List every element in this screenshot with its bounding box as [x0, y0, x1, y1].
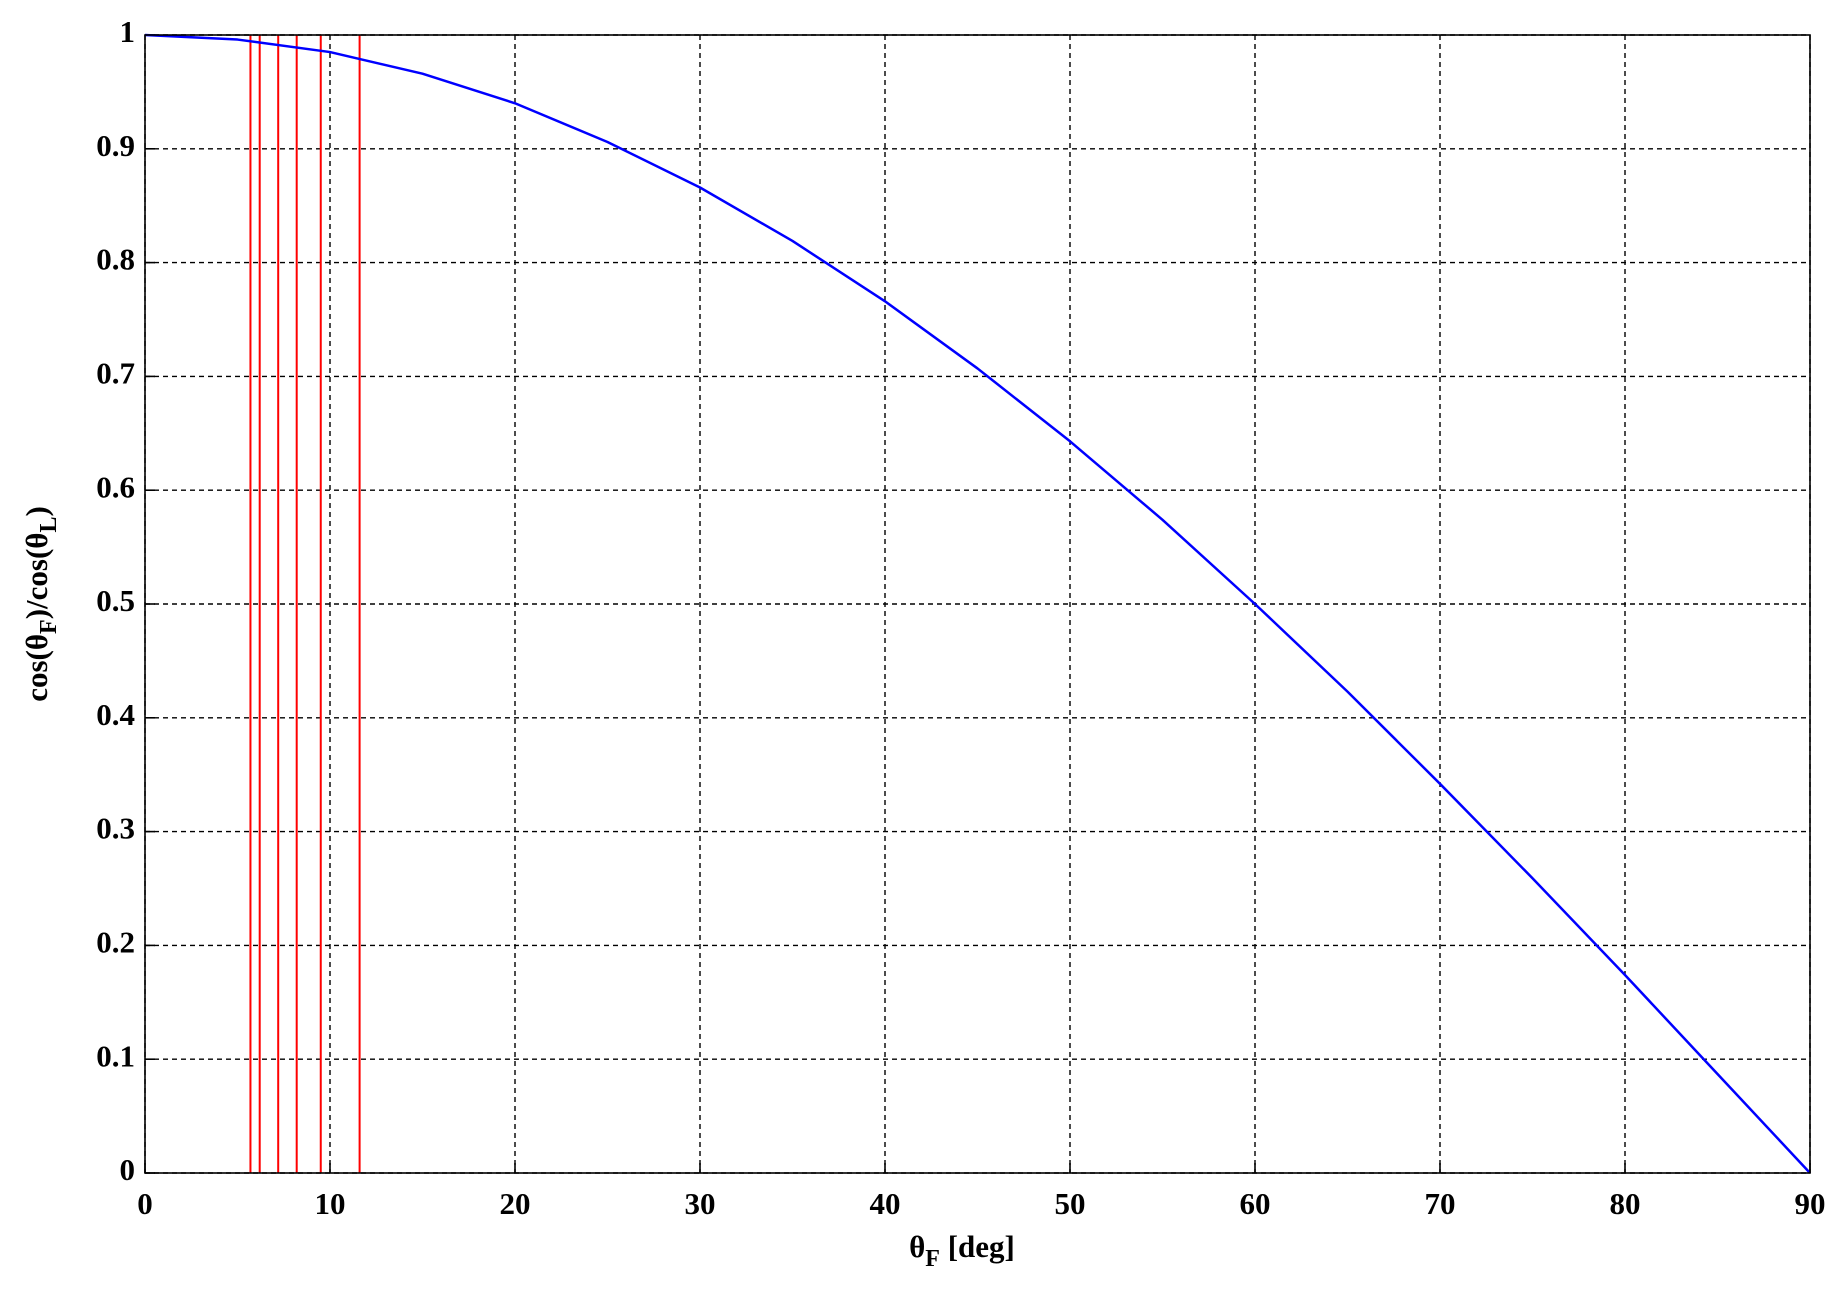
data-line: [144, 33, 1811, 1174]
x-label-sub: F: [925, 1246, 940, 1272]
x-tick-label: 90: [1795, 1186, 1826, 1221]
y-tick-label: 0.7: [96, 356, 135, 391]
x-tick-label: 80: [1610, 1186, 1641, 1221]
y-tick-label: 1: [120, 14, 136, 49]
y-label-part: )/cos(θ: [19, 533, 54, 620]
y-tick-label: 0.8: [96, 242, 135, 277]
y-tick-label: 0.3: [96, 811, 135, 846]
x-tick-label: 50: [1055, 1186, 1086, 1221]
x-tick-label: 60: [1240, 1186, 1271, 1221]
x-tick-label: 40: [870, 1186, 901, 1221]
y-tick-label: 0.1: [96, 1038, 135, 1073]
y-axis-label: cos(θF)/cos(θL): [19, 506, 61, 702]
x-tick-label: 0: [137, 1186, 153, 1221]
y-label-sub: L: [36, 517, 62, 533]
x-tick-label: 70: [1425, 1186, 1456, 1221]
y-tick-label: 0: [120, 1152, 136, 1187]
x-tick-label: 10: [315, 1186, 346, 1221]
y-tick-label: 0.5: [96, 583, 135, 618]
x-label-part: [deg]: [940, 1229, 1015, 1264]
y-tick-label: 0.2: [96, 925, 135, 960]
y-label-part: ): [19, 506, 54, 516]
y-label-part: cos(θ: [19, 634, 54, 702]
x-label-part: θ: [909, 1229, 925, 1264]
y-tick-label: 0.9: [96, 128, 135, 163]
y-label-sub: F: [36, 619, 62, 634]
plot-frame: [144, 34, 1811, 1174]
x-axis-label: θF [deg]: [909, 1229, 1015, 1271]
y-tick-label: 0.6: [96, 469, 135, 504]
x-tick-label: 20: [500, 1186, 531, 1221]
y-tick-label: 0.4: [96, 697, 135, 732]
x-tick-label: 30: [685, 1186, 716, 1221]
